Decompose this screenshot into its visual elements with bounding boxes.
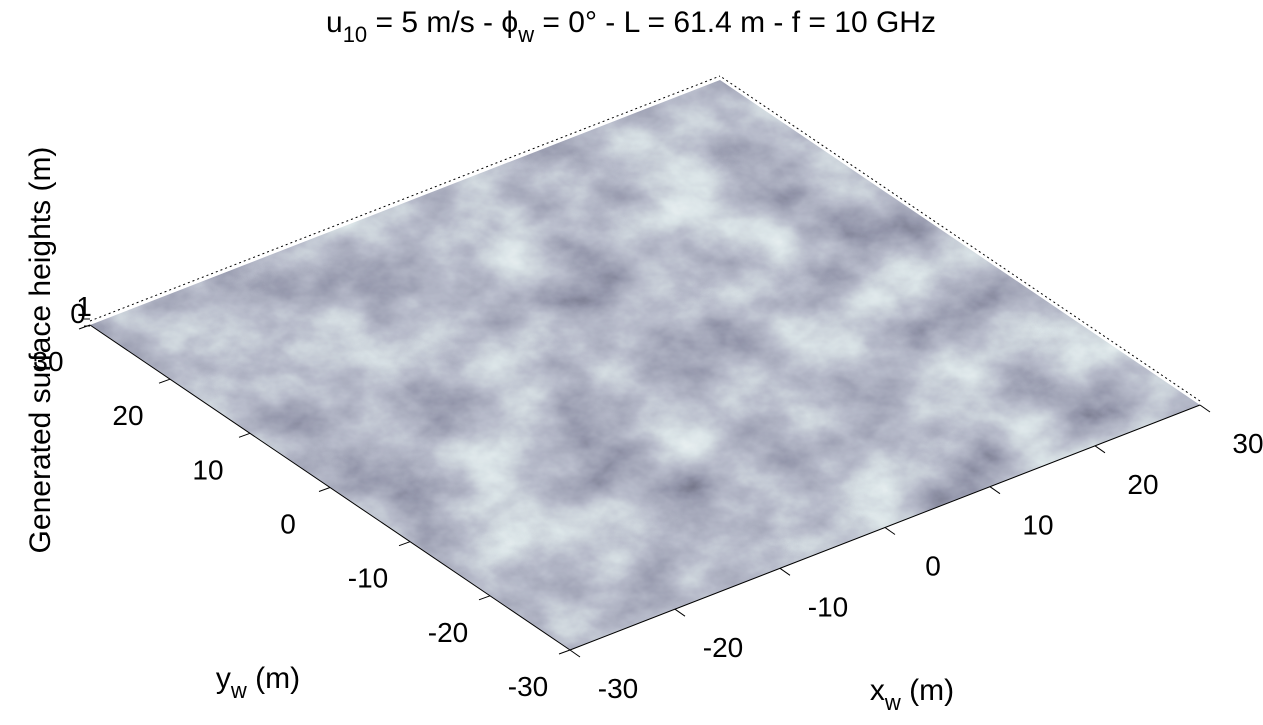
z-tick-label: 0 <box>70 298 86 329</box>
x-tick <box>779 567 791 576</box>
text-part: (m) <box>901 674 954 707</box>
x-tick <box>884 527 896 535</box>
x-tick-label: 0 <box>925 551 941 582</box>
y-tick-label: -10 <box>348 563 388 594</box>
y-tick <box>558 649 571 655</box>
text-part: (m) <box>247 662 300 695</box>
y-tick <box>158 378 171 384</box>
surface-texture <box>90 80 1200 650</box>
y-tick <box>398 541 411 547</box>
y-tick-label: 20 <box>112 400 143 431</box>
text-part: x <box>870 674 885 707</box>
x-tick <box>1199 404 1211 413</box>
y-tick <box>318 487 331 492</box>
chart-title: u10 = 5 m/s - ϕw = 0° - L = 61.4 m - f =… <box>326 6 936 47</box>
text-part: ϕ <box>501 6 518 39</box>
z-tick-label: 1 <box>76 291 92 322</box>
subscript: w <box>517 22 534 47</box>
subscript: w <box>884 690 901 715</box>
y-tick-label: 10 <box>192 454 223 485</box>
text-part: = 0° - L = 61.4 m - f = 10 GHz <box>534 6 936 39</box>
text-part: u <box>326 6 343 39</box>
surface <box>90 80 1200 650</box>
y-tick-label: 0 <box>280 509 296 540</box>
z-axis-label: Generated surface heights (m) <box>24 147 57 554</box>
y-tick-label: 30 <box>32 346 63 377</box>
x-axis-label: xw (m) <box>870 674 954 715</box>
x-tick <box>1094 445 1106 454</box>
y-tick <box>238 432 251 438</box>
y-axis-label: yw (m) <box>216 662 300 703</box>
x-tick-label: 10 <box>1022 510 1053 541</box>
y-tick-label: -20 <box>428 617 468 648</box>
x-tick <box>569 649 581 658</box>
text-part: y <box>216 662 231 695</box>
x-tick-label: 30 <box>1232 428 1263 459</box>
text-part: = 5 m/s - <box>367 6 501 39</box>
box-edge <box>719 75 1201 402</box>
x-tick <box>674 608 686 617</box>
x-tick-label: -20 <box>703 632 743 663</box>
subscript: w <box>230 678 247 703</box>
x-tick-label: -10 <box>808 591 848 622</box>
x-tick-label: -30 <box>598 673 638 704</box>
x-tick <box>989 486 1001 495</box>
y-tick-label: -30 <box>508 671 548 702</box>
x-tick-label: 20 <box>1127 469 1158 500</box>
subscript: 10 <box>343 22 367 47</box>
y-tick <box>478 595 491 601</box>
